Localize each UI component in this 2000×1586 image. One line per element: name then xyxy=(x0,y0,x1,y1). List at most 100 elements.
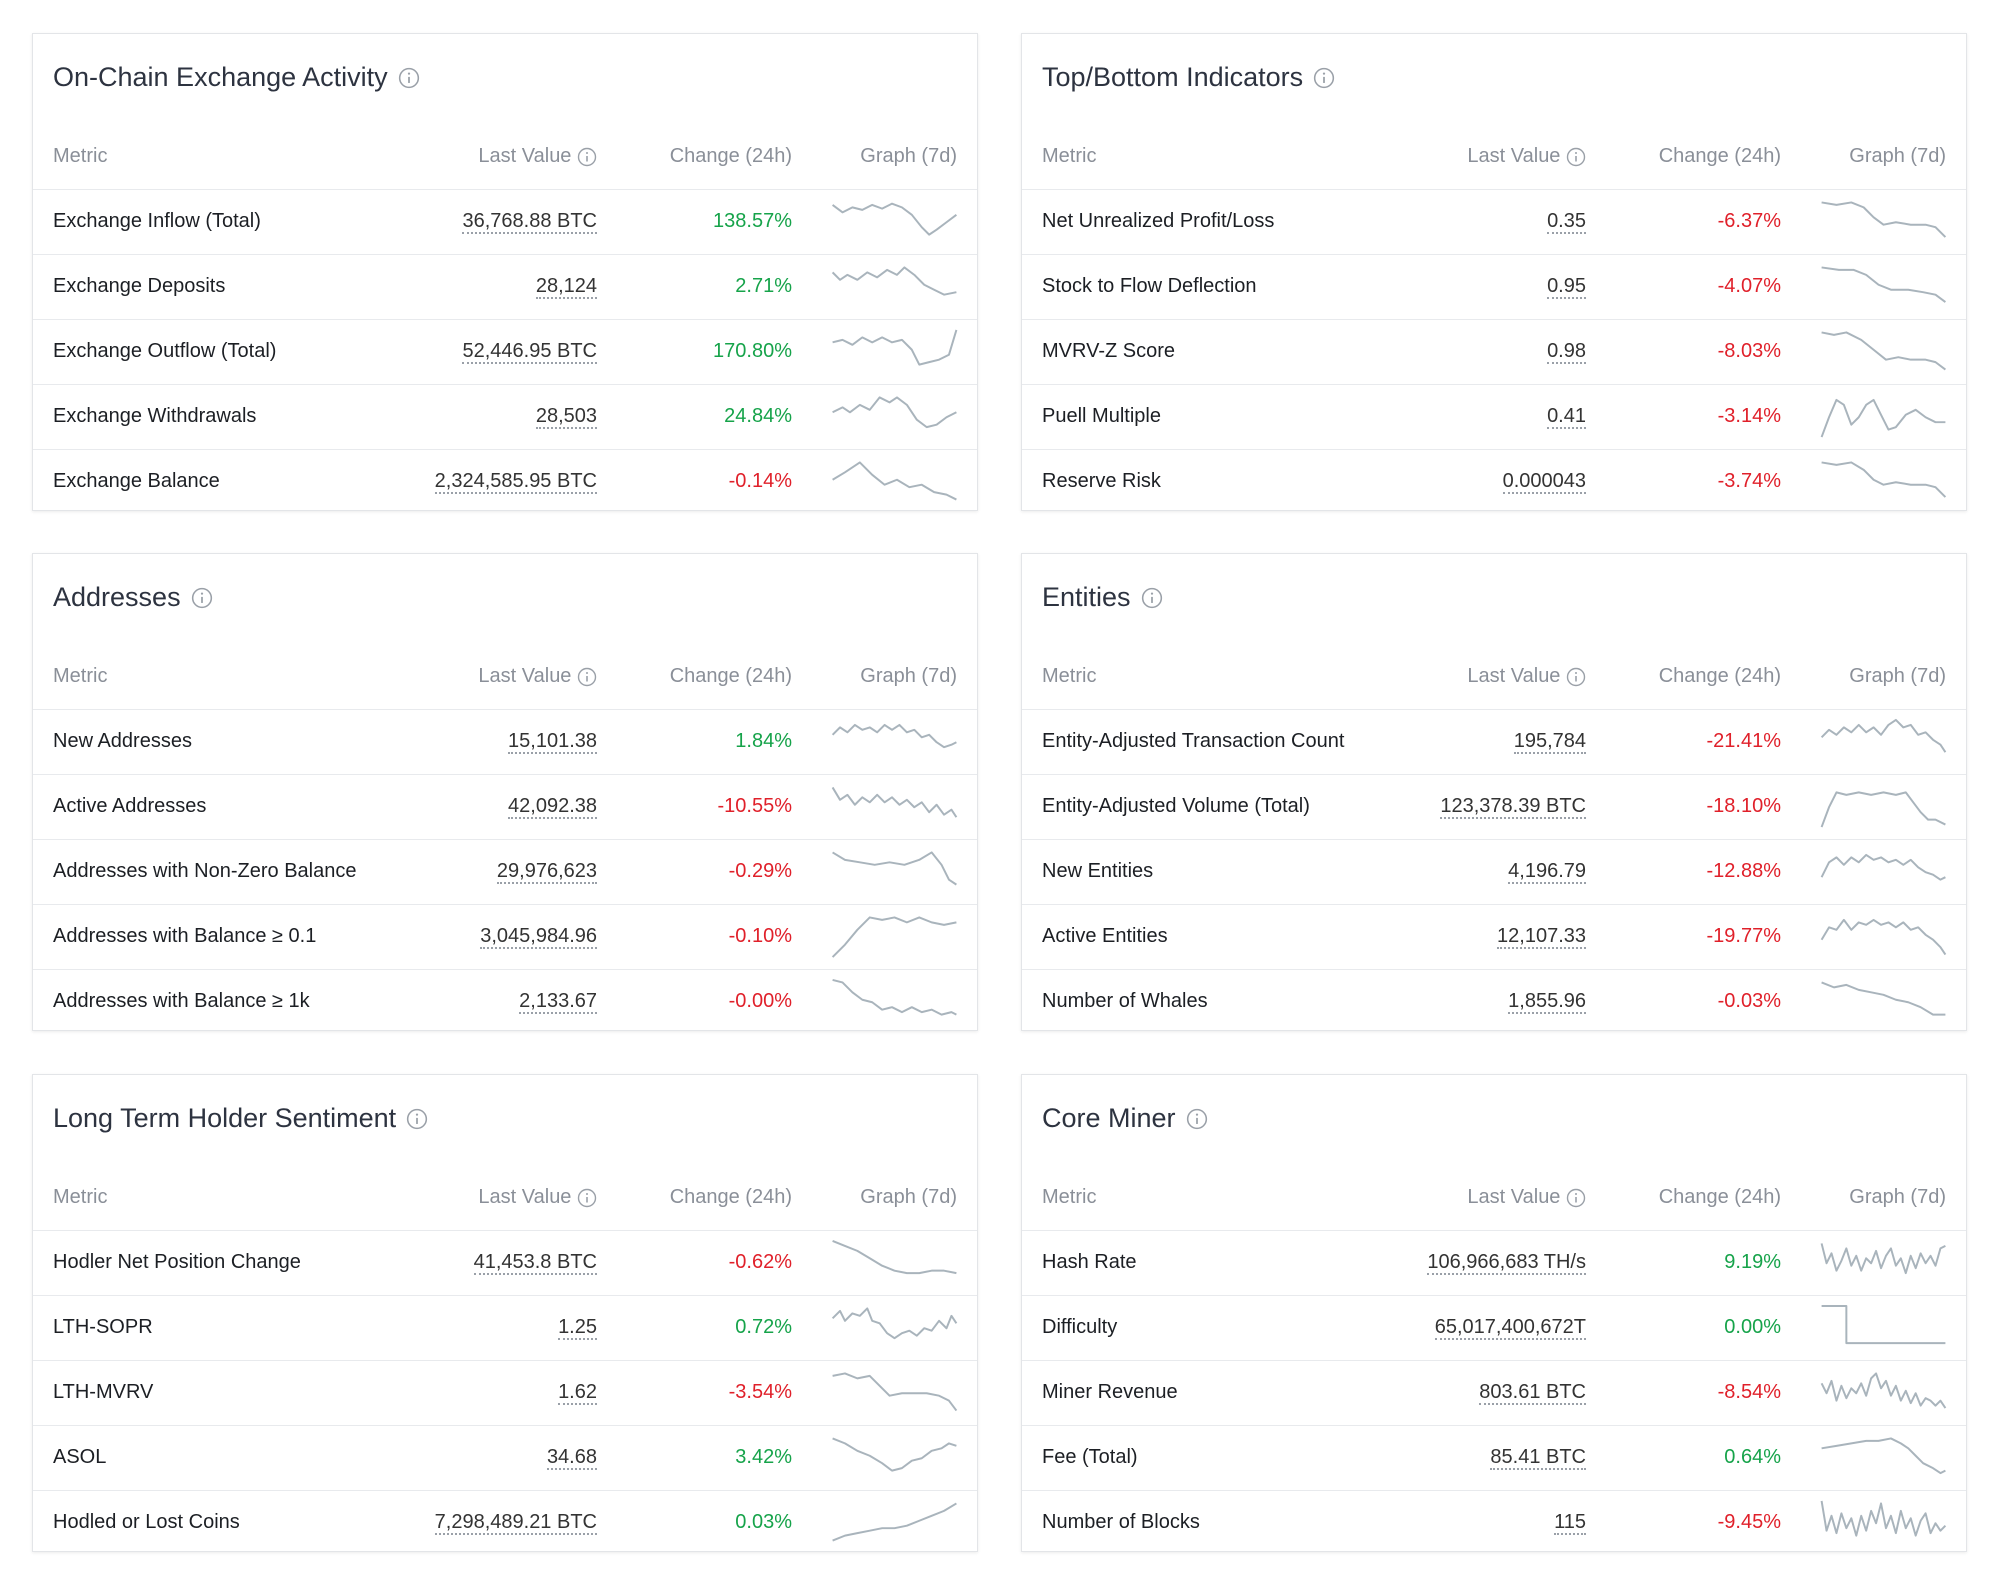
panel: Top/Bottom Indicators Metric Last Value Ch… xyxy=(1021,33,1967,511)
table-row: Active Addresses 42,092.38 -10.55% xyxy=(33,774,977,840)
last-value[interactable]: 28,503 xyxy=(535,405,597,429)
metric-name: Exchange Withdrawals xyxy=(53,405,257,427)
info-icon[interactable] xyxy=(1566,1188,1586,1208)
table-row: New Entities 4,196.79 -12.88% xyxy=(1022,839,1966,905)
metric-name: Entity-Adjusted Volume (Total) xyxy=(1042,795,1310,817)
sparkline-path xyxy=(831,1307,958,1340)
last-value[interactable]: 115 xyxy=(1554,1511,1586,1535)
last-value-cell: 106,966,683 TH/s xyxy=(1427,1230,1586,1295)
last-value[interactable]: 803.61 BTC xyxy=(1479,1381,1586,1405)
column-header: Metric xyxy=(1042,124,1096,189)
panel: Addresses Metric Last Value Change (24h) Gr… xyxy=(32,553,978,1031)
last-value[interactable]: 7,298,489.21 BTC xyxy=(434,1511,597,1535)
last-value[interactable]: 0.41 xyxy=(1547,405,1586,429)
last-value[interactable]: 4,196.79 xyxy=(1508,860,1586,884)
sparkline-path xyxy=(831,723,957,749)
last-value[interactable]: 12,107.33 xyxy=(1497,925,1586,949)
column-header: Metric xyxy=(53,644,107,709)
last-value[interactable]: 41,453.8 BTC xyxy=(473,1251,597,1275)
last-value-cell: 12,107.33 xyxy=(1497,904,1586,969)
sparkline-path xyxy=(832,1502,957,1542)
metric-name: Hodler Net Position Change xyxy=(53,1251,301,1273)
last-value[interactable]: 42,092.38 xyxy=(508,795,597,819)
column-header: Last Value xyxy=(478,124,597,189)
metric-name: Stock to Flow Deflection xyxy=(1042,275,1257,297)
info-icon[interactable] xyxy=(191,587,213,609)
info-icon[interactable] xyxy=(1313,67,1335,89)
sparkline xyxy=(831,266,957,296)
table-row: Active Entities 12,107.33 -19.77% xyxy=(1022,904,1966,970)
column-header: Last Value xyxy=(478,1165,597,1230)
last-value[interactable]: 1,855.96 xyxy=(1508,990,1586,1014)
last-value[interactable]: 36,768.88 BTC xyxy=(462,210,597,234)
metric-name: Difficulty xyxy=(1042,1316,1118,1338)
last-value-cell: 42,092.38 xyxy=(508,774,597,839)
info-icon[interactable] xyxy=(577,147,597,167)
column-header: Last Value xyxy=(1467,644,1586,709)
change-value: -21.41% xyxy=(1706,730,1782,752)
last-value[interactable]: 2,324,585.95 BTC xyxy=(434,470,597,494)
info-icon[interactable] xyxy=(1186,1108,1208,1130)
change-value: 24.84% xyxy=(724,405,792,427)
last-value-cell: 2,133.67 xyxy=(519,969,597,1034)
column-header-text: Metric xyxy=(1042,665,1097,687)
sparkline-path xyxy=(1820,853,1946,881)
table-row: Exchange Outflow (Total) 52,446.95 BTC 170… xyxy=(33,319,977,385)
last-value[interactable]: 65,017,400,672T xyxy=(1434,1316,1586,1340)
last-value[interactable]: 0.98 xyxy=(1547,340,1586,364)
last-value[interactable]: 123,378.39 BTC xyxy=(1440,795,1586,819)
last-value[interactable]: 0.000043 xyxy=(1502,470,1586,494)
info-icon[interactable] xyxy=(577,1188,597,1208)
table-header: Metric Last Value Change (24h) Graph (7d) xyxy=(33,644,977,710)
panel-title-text: Addresses xyxy=(53,582,181,612)
last-value[interactable]: 28,124 xyxy=(535,275,597,299)
info-icon[interactable] xyxy=(1141,587,1163,609)
last-value-cell: 2,324,585.95 BTC xyxy=(434,449,597,514)
table-row: Miner Revenue 803.61 BTC -8.54% xyxy=(1022,1360,1966,1426)
column-header: Change (24h) xyxy=(1659,644,1781,709)
sparkline xyxy=(831,916,957,958)
last-value-cell: 1.25 xyxy=(558,1295,597,1360)
last-value[interactable]: 52,446.95 BTC xyxy=(462,340,597,364)
table-row: Number of Whales 1,855.96 -0.03% xyxy=(1022,969,1966,1034)
metric-name: Fee (Total) xyxy=(1042,1446,1138,1468)
last-value-cell: 4,196.79 xyxy=(1508,839,1586,904)
last-value[interactable]: 106,966,683 TH/s xyxy=(1427,1251,1586,1275)
sparkline xyxy=(1820,791,1946,828)
panel: Long Term Holder Sentiment Metric Last Val… xyxy=(32,1074,978,1552)
info-icon[interactable] xyxy=(577,667,597,687)
column-header-text: Graph (7d) xyxy=(860,1186,957,1208)
last-value-cell: 3,045,984.96 xyxy=(480,904,597,969)
panel-title: Top/Bottom Indicators xyxy=(1042,62,1335,93)
last-value-cell: 0.000043 xyxy=(1502,449,1586,514)
last-value[interactable]: 0.95 xyxy=(1547,275,1586,299)
last-value[interactable]: 0.35 xyxy=(1547,210,1586,234)
sparkline-path xyxy=(1821,201,1947,238)
panel: On-Chain Exchange Activity Metric Last Val… xyxy=(32,33,978,511)
last-value[interactable]: 85.41 BTC xyxy=(1490,1446,1586,1470)
sparkline xyxy=(1821,1304,1946,1345)
metric-name: Exchange Outflow (Total) xyxy=(53,340,277,362)
last-value[interactable]: 15,101.38 xyxy=(508,730,597,754)
info-icon[interactable] xyxy=(1566,667,1586,687)
column-header: Graph (7d) xyxy=(860,644,957,709)
table-row: Exchange Balance 2,324,585.95 BTC -0.14% xyxy=(33,449,977,514)
change-value: 3.42% xyxy=(735,1446,792,1468)
last-value[interactable]: 195,784 xyxy=(1513,730,1586,754)
table-row: Addresses with Non-Zero Balance 29,976,62… xyxy=(33,839,977,905)
column-header-text: Change (24h) xyxy=(1658,1186,1781,1208)
last-value[interactable]: 1.25 xyxy=(558,1316,597,1340)
last-value[interactable]: 1.62 xyxy=(558,1381,597,1405)
last-value[interactable]: 34.68 xyxy=(546,1446,597,1470)
last-value[interactable]: 2,133.67 xyxy=(519,990,597,1014)
table-row: MVRV-Z Score 0.98 -8.03% xyxy=(1022,319,1966,385)
info-icon[interactable] xyxy=(406,1108,428,1130)
panel-title: Long Term Holder Sentiment xyxy=(53,1103,428,1134)
info-icon[interactable] xyxy=(398,67,420,89)
info-icon[interactable] xyxy=(1566,147,1586,167)
last-value[interactable]: 3,045,984.96 xyxy=(480,925,597,949)
table-row: Entity-Adjusted Volume (Total) 123,378.39… xyxy=(1022,774,1966,840)
sparkline-path xyxy=(1820,398,1946,438)
sparkline-path xyxy=(832,851,957,886)
last-value[interactable]: 29,976,623 xyxy=(496,860,597,884)
